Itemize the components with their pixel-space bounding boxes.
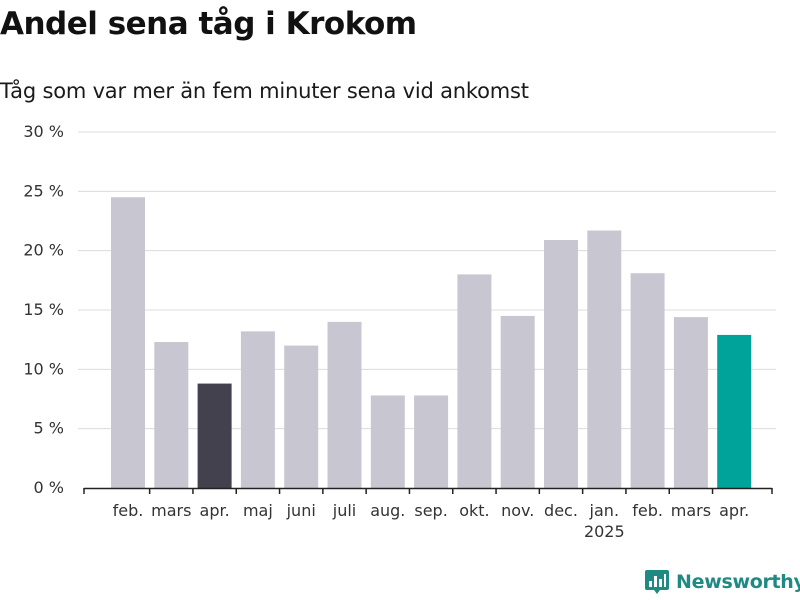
y-tick-label: 25 % <box>23 181 64 200</box>
x-tick-label: apr. <box>200 501 230 520</box>
bar <box>717 334 752 488</box>
newsworthy-brand: Newsworthy <box>644 568 800 596</box>
bar <box>587 230 622 488</box>
bar <box>284 345 319 488</box>
chart-title: Andel sena tåg i Krokom <box>0 6 417 42</box>
x-tick-label: okt. <box>459 501 489 520</box>
bar <box>111 197 145 488</box>
y-tick-label: 10 % <box>23 359 64 378</box>
brand-name: Newsworthy <box>676 571 800 593</box>
newsworthy-logo-icon <box>645 570 669 594</box>
x-tick-label: juli <box>332 501 356 520</box>
x-tick-label: apr. <box>719 501 749 520</box>
bar <box>673 317 708 488</box>
bar-chart: 0 % 5 % 10 % 15 % 20 % 25 % 30 % feb. mars apr. ma… <box>23 122 776 541</box>
bar <box>457 274 492 488</box>
bar <box>500 315 535 488</box>
bar <box>370 395 405 488</box>
x-tick-label: dec. <box>544 501 578 520</box>
y-tick-label: 30 % <box>23 122 64 141</box>
x-tick-label: sep. <box>414 501 447 520</box>
chart-subtitle: Tåg som var mer än fem minuter sena vid … <box>0 79 529 103</box>
y-tick-label: 5 % <box>34 419 64 438</box>
x-tick-label: mars <box>151 501 191 520</box>
y-tick-label: 20 % <box>23 241 64 260</box>
x-tick-label: juni <box>286 501 316 520</box>
bar <box>327 321 362 488</box>
bar <box>414 395 449 488</box>
x-tick-label: feb. <box>632 501 663 520</box>
x-year-label: 2025 <box>584 522 625 541</box>
bar <box>154 342 189 488</box>
x-tick-label: jan. <box>589 501 619 520</box>
x-tick-label: aug. <box>370 501 405 520</box>
bar <box>544 239 578 488</box>
y-tick-label: 15 % <box>23 300 64 319</box>
x-tick-label: feb. <box>113 501 144 520</box>
bar <box>630 273 665 488</box>
x-tick-label: mars <box>671 501 711 520</box>
x-tick-label: maj <box>243 501 273 520</box>
bar <box>197 383 232 488</box>
x-tick-label: nov. <box>501 501 534 520</box>
y-tick-label: 0 % <box>34 478 64 497</box>
bar <box>240 331 275 488</box>
